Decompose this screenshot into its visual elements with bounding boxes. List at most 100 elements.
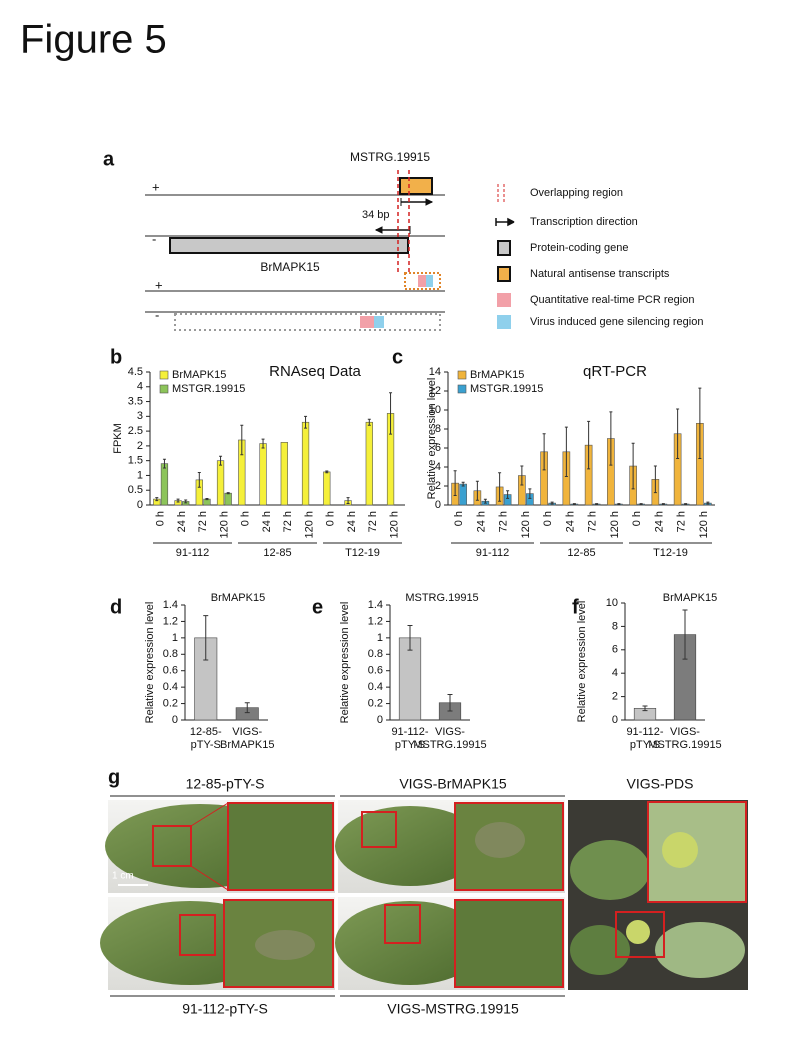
error-bar — [617, 503, 621, 506]
x-tick-label: pTY-S — [395, 739, 425, 751]
legend-label: BrMAPK15 — [172, 369, 226, 381]
x-tick-label: 72 h — [498, 511, 510, 532]
y-tick-label: 0.8 — [163, 648, 178, 660]
zoom-box — [454, 899, 564, 988]
arrow-head — [374, 226, 411, 234]
chart-title: BrMAPK15 — [663, 592, 717, 604]
error-bar — [367, 418, 371, 426]
error-bar — [389, 392, 393, 435]
y-tick-label: 1 — [377, 632, 383, 644]
figure-title: Figure 5 — [20, 18, 167, 62]
photo-title: 12-85-pTY-S — [186, 776, 265, 792]
y-tick-label: 8 — [612, 620, 618, 632]
legend-text: Transcription direction — [530, 216, 638, 228]
y-tick-label: 0 — [137, 499, 143, 511]
bar — [259, 443, 267, 506]
x-tick-label: 0 h — [542, 511, 554, 526]
bar — [365, 421, 373, 506]
bar — [216, 460, 225, 506]
leaf — [335, 806, 485, 886]
y-tick-label: 3 — [137, 410, 143, 422]
error-bar — [184, 499, 188, 504]
y-tick-label: 4 — [137, 381, 143, 393]
legend-symbol — [497, 240, 511, 256]
y-tick-label: 0.4 — [368, 681, 383, 693]
bar — [459, 483, 467, 506]
x-tick-label: 24 h — [653, 511, 665, 532]
x-tick-label: 72 h — [676, 511, 688, 532]
y-axis-label: Relative expression level — [144, 602, 156, 724]
panel-label: c — [392, 346, 403, 368]
error-bar — [197, 471, 201, 488]
error-bar — [520, 465, 524, 486]
legend-symbol — [497, 293, 511, 307]
zoom-box — [361, 811, 397, 848]
x-tick-label: 12-85- — [190, 726, 222, 738]
legend-text: Natural antisense transcripts — [530, 268, 670, 280]
legend-label: BrMAPK15 — [470, 369, 524, 381]
zoom-box — [615, 911, 665, 958]
x-tick-label: 120 h — [388, 511, 400, 539]
leaf — [570, 840, 650, 900]
group-label: 12-85 — [263, 547, 291, 559]
photo-title: VIGS-BrMAPK15 — [399, 776, 507, 792]
y-axis-label: Relative expression level — [576, 601, 588, 723]
error-bar — [595, 503, 599, 506]
x-tick-label: pTY-S — [191, 739, 221, 751]
y-tick-label: 2 — [612, 691, 618, 703]
group-label: 91-112 — [176, 547, 209, 559]
x-tick-label: BrMAPK15 — [220, 739, 274, 751]
strand-label: + — [155, 277, 163, 292]
panel-label: g — [108, 766, 120, 788]
y-tick-label: 4 — [435, 461, 441, 473]
legend-text: Overlapping region — [530, 187, 623, 199]
y-tick-label: 1 — [172, 632, 178, 644]
error-bar — [706, 501, 710, 505]
error-bar — [587, 420, 591, 470]
group-label: 12-85 — [567, 547, 595, 559]
y-tick-label: 0.4 — [163, 681, 178, 693]
panel-label: b — [110, 346, 122, 368]
error-bar — [564, 426, 568, 477]
qpcr-region — [418, 275, 426, 287]
x-tick-label: 120 h — [609, 511, 621, 539]
bar — [280, 442, 288, 506]
x-tick-label: 72 h — [197, 511, 209, 532]
chart-title: qRT-PCR — [583, 363, 647, 380]
y-tick-label: 0.2 — [368, 697, 383, 709]
lesion — [255, 930, 315, 960]
y-tick-label: 10 — [606, 597, 618, 609]
bar — [160, 463, 169, 506]
x-tick-label: 91-112- — [626, 726, 663, 738]
x-tick-label: 72 h — [282, 511, 294, 532]
gene-label: BrMAPK15 — [260, 260, 320, 274]
x-tick-label: 120 h — [303, 511, 315, 539]
legend-text: Virus induced gene silencing region — [530, 316, 703, 328]
error-bar — [261, 438, 265, 449]
error-bar — [304, 415, 308, 429]
legend-swatch — [457, 370, 467, 380]
error-bar — [453, 470, 457, 496]
bar — [323, 471, 331, 506]
y-tick-label: 1.4 — [163, 599, 178, 611]
error-bar — [550, 501, 554, 505]
x-tick-label: VIGS- — [670, 726, 700, 738]
y-tick-label: 0.8 — [368, 648, 383, 660]
panel-label: a — [103, 148, 115, 170]
error-bar — [155, 497, 159, 502]
qpcr-region — [360, 316, 374, 328]
y-tick-label: 1.5 — [128, 455, 143, 467]
panel-label: f — [572, 596, 579, 618]
panel-g: g 12-85-pTY-S VIGS-BrMAPK15 VIGS-PDS 1 c… — [100, 766, 748, 1017]
error-bar — [176, 498, 180, 503]
bar — [301, 421, 310, 506]
panel-label: e — [312, 596, 323, 618]
gene-label: MSTRG.19915 — [350, 150, 430, 164]
y-tick-label: 0.2 — [163, 697, 178, 709]
error-bar — [498, 472, 502, 502]
leaf — [570, 925, 630, 975]
x-tick-label: 0 h — [631, 511, 643, 526]
x-tick-label: 120 h — [218, 511, 230, 539]
y-tick-label: 1 — [137, 469, 143, 481]
x-tick-label: 72 h — [367, 511, 379, 532]
